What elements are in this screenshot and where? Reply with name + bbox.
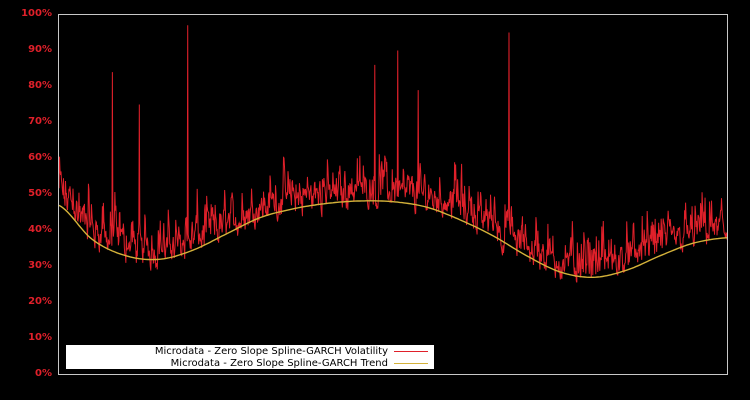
y-tick-label: 50% xyxy=(28,188,52,199)
y-tick-label: 70% xyxy=(28,116,52,127)
y-tick-label: 90% xyxy=(28,44,52,55)
y-tick-label: 30% xyxy=(28,260,52,271)
legend-item-trend: Microdata - Zero Slope Spline-GARCH Tren… xyxy=(171,357,428,369)
legend: Microdata - Zero Slope Spline-GARCH Vola… xyxy=(66,345,434,369)
y-tick-label: 80% xyxy=(28,80,52,91)
legend-item-volatility: Microdata - Zero Slope Spline-GARCH Vola… xyxy=(155,345,428,357)
y-tick-label: 60% xyxy=(28,152,52,163)
y-tick-label: 10% xyxy=(28,332,52,343)
y-tick-label: 40% xyxy=(28,224,52,235)
volatility-series xyxy=(58,25,728,283)
y-tick-label: 0% xyxy=(35,368,52,379)
legend-swatch-red xyxy=(394,350,428,352)
y-tick-label: 100% xyxy=(21,8,52,19)
legend-label: Microdata - Zero Slope Spline-GARCH Vola… xyxy=(154,345,388,357)
legend-swatch-gold xyxy=(394,362,428,364)
trend-series xyxy=(58,200,728,278)
plot-frame xyxy=(58,14,728,375)
legend-label: Microdata - Zero Slope Spline-GARCH Tren… xyxy=(170,357,388,369)
y-tick-label: 20% xyxy=(28,296,52,307)
